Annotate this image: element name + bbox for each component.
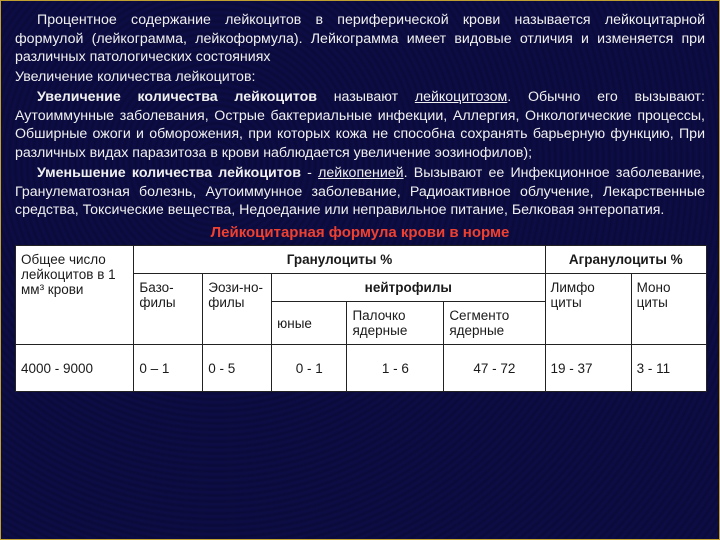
table-row: Общее число лейкоцитов в 1 мм³ крови Гра…: [16, 246, 707, 274]
paragraph-leukocytosis: Увеличение количества лейкоцитов называю…: [15, 88, 705, 163]
col-total: Общее число лейкоцитов в 1 мм³ крови: [16, 246, 134, 345]
val-total: 4000 - 9000: [16, 345, 134, 392]
val-seg: 47 - 72: [444, 345, 545, 392]
leukocyte-table: Общее число лейкоцитов в 1 мм³ крови Гра…: [15, 245, 707, 392]
val-lymph: 19 - 37: [545, 345, 631, 392]
paragraph-heading: Увеличение количества лейкоцитов:: [15, 68, 705, 87]
body-text: Процентное содержание лейкоцитов в периф…: [15, 11, 705, 220]
col-band: Палочко ядерные: [347, 302, 444, 345]
val-mono: 3 - 11: [631, 345, 706, 392]
val-baso: 0 – 1: [134, 345, 203, 392]
col-eosi: Эози-но-филы: [203, 274, 272, 345]
val-young: 0 - 1: [272, 345, 347, 392]
col-seg: Сегменто ядерные: [444, 302, 545, 345]
col-neutrophils: нейтрофилы: [272, 274, 545, 302]
term-decrease: Уменьшение количества лейкоцитов: [37, 165, 301, 181]
term-leukopenia: лейкопенией: [318, 165, 404, 181]
col-agranulocytes: Агранулоциты %: [545, 246, 706, 274]
val-band: 1 - 6: [347, 345, 444, 392]
table-title: Лейкоцитарная формула крови в норме: [15, 224, 705, 241]
val-eosi: 0 - 5: [203, 345, 272, 392]
col-baso: Базо-филы: [134, 274, 203, 345]
paragraph-leukopenia: Уменьшение количества лейкоцитов - лейко…: [15, 164, 705, 220]
col-mono: Моно циты: [631, 274, 706, 345]
paragraph-intro: Процентное содержание лейкоцитов в периф…: [15, 11, 705, 67]
col-young: юные: [272, 302, 347, 345]
table-row: 4000 - 9000 0 – 1 0 - 5 0 - 1 1 - 6 47 -…: [16, 345, 707, 392]
table-container: Общее число лейкоцитов в 1 мм³ крови Гра…: [15, 245, 707, 392]
term-increase: Увеличение количества лейкоцитов: [37, 89, 317, 105]
slide: Процентное содержание лейкоцитов в периф…: [0, 0, 720, 540]
col-granulocytes: Гранулоциты %: [134, 246, 545, 274]
col-lymph: Лимфо циты: [545, 274, 631, 345]
term-leukocytosis: лейкоцитозом: [415, 89, 507, 105]
